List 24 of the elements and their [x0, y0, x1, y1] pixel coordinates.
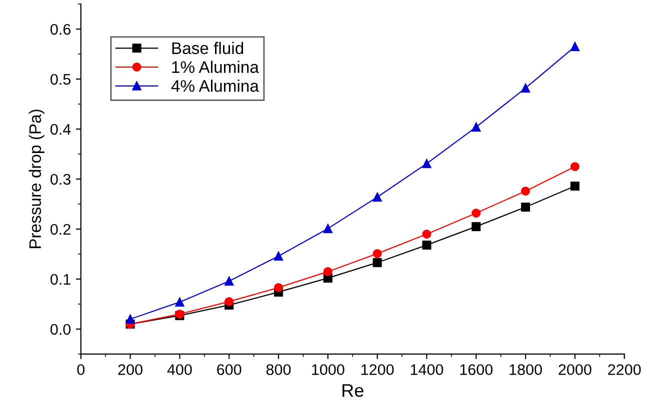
y-tick-label: 0.6: [50, 24, 70, 35]
x-tick-label: 1000: [312, 364, 344, 376]
x-tick-label: 1800: [510, 364, 542, 376]
x-tick-label: 800: [266, 364, 291, 376]
x-axis-title: Re: [342, 384, 364, 397]
x-tick-label: 200: [118, 364, 142, 376]
x-tick-label: 2000: [558, 364, 592, 376]
x-tick-label: 1400: [410, 364, 444, 376]
y-tick-label: 0.4: [50, 124, 71, 135]
legend-label: 1% Alumina: [172, 60, 259, 74]
y-tick-label: 0.1: [50, 274, 70, 285]
y-tick-label: 0.5: [50, 74, 71, 85]
x-tick-label: 600: [217, 364, 242, 376]
y-axis-title: Pressure drop (Pa): [28, 110, 44, 248]
x-tick-label: 400: [167, 364, 192, 376]
x-tick-label: 1200: [361, 364, 394, 376]
legend-label: 4% Alumina: [171, 80, 259, 92]
y-tick-label: 0.2: [50, 224, 70, 235]
legend-label: Base fluid: [172, 42, 244, 54]
y-tick-label: 0.3: [50, 174, 70, 185]
x-tick-label: 2200: [608, 364, 641, 376]
x-tick-label: 0: [77, 364, 85, 376]
y-tick-label: 0.0: [50, 324, 71, 335]
x-tick-label: 1600: [460, 364, 493, 376]
